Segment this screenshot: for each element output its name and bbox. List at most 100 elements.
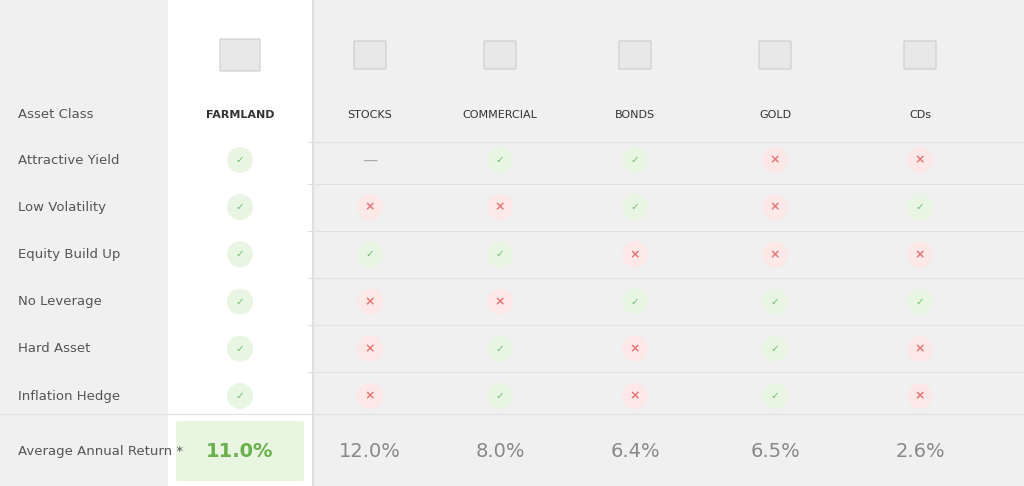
Text: ✓: ✓ [496, 391, 505, 401]
Text: 12.0%: 12.0% [339, 441, 401, 461]
Text: ✓: ✓ [236, 155, 245, 165]
Ellipse shape [357, 194, 383, 220]
Text: CDs: CDs [909, 110, 931, 120]
Ellipse shape [622, 147, 648, 173]
Ellipse shape [907, 194, 933, 220]
FancyBboxPatch shape [759, 41, 791, 69]
Ellipse shape [762, 194, 788, 220]
Text: ✓: ✓ [496, 249, 505, 260]
Ellipse shape [227, 336, 253, 362]
Ellipse shape [227, 147, 253, 173]
FancyBboxPatch shape [168, 0, 312, 486]
Ellipse shape [907, 289, 933, 314]
Text: 8.0%: 8.0% [475, 441, 524, 461]
Text: ✓: ✓ [631, 155, 639, 165]
FancyBboxPatch shape [354, 41, 386, 69]
Ellipse shape [762, 242, 788, 267]
Text: ×: × [365, 201, 375, 214]
Text: ✓: ✓ [631, 296, 639, 307]
Text: Average Annual Return *: Average Annual Return * [18, 445, 183, 457]
Ellipse shape [487, 194, 513, 220]
Ellipse shape [487, 242, 513, 267]
Ellipse shape [907, 336, 933, 362]
Text: ✓: ✓ [496, 344, 505, 354]
Text: 6.5%: 6.5% [751, 441, 800, 461]
Text: ×: × [914, 389, 926, 402]
Text: 2.6%: 2.6% [895, 441, 945, 461]
Ellipse shape [622, 194, 648, 220]
Text: ✓: ✓ [771, 391, 779, 401]
Text: FARMLAND: FARMLAND [206, 110, 274, 120]
Ellipse shape [487, 147, 513, 173]
Ellipse shape [227, 383, 253, 409]
Text: ✓: ✓ [236, 391, 245, 401]
FancyBboxPatch shape [220, 39, 260, 71]
Text: ×: × [770, 201, 780, 214]
Text: ✓: ✓ [771, 296, 779, 307]
Ellipse shape [622, 289, 648, 314]
Text: Hard Asset: Hard Asset [18, 342, 90, 355]
Ellipse shape [762, 147, 788, 173]
Ellipse shape [622, 383, 648, 409]
FancyBboxPatch shape [904, 41, 936, 69]
Ellipse shape [487, 383, 513, 409]
Text: ×: × [365, 295, 375, 308]
Ellipse shape [907, 147, 933, 173]
Text: STOCKS: STOCKS [347, 110, 392, 120]
Text: ✓: ✓ [236, 296, 245, 307]
Text: ✓: ✓ [915, 202, 925, 212]
Text: 11.0%: 11.0% [206, 441, 273, 461]
Ellipse shape [357, 242, 383, 267]
Text: —: — [362, 153, 378, 168]
Ellipse shape [622, 242, 648, 267]
Ellipse shape [907, 383, 933, 409]
Text: ×: × [914, 342, 926, 355]
Ellipse shape [762, 383, 788, 409]
Ellipse shape [907, 242, 933, 267]
Text: BONDS: BONDS [615, 110, 655, 120]
Text: ✓: ✓ [366, 249, 375, 260]
Text: ✓: ✓ [236, 202, 245, 212]
Text: ×: × [630, 389, 640, 402]
Text: ×: × [770, 154, 780, 167]
Ellipse shape [762, 336, 788, 362]
FancyBboxPatch shape [618, 41, 651, 69]
Ellipse shape [622, 336, 648, 362]
Text: ✓: ✓ [915, 296, 925, 307]
Text: ✓: ✓ [631, 202, 639, 212]
Text: ×: × [495, 201, 505, 214]
Text: Equity Build Up: Equity Build Up [18, 248, 121, 261]
Text: ×: × [630, 342, 640, 355]
Ellipse shape [487, 289, 513, 314]
Text: Inflation Hedge: Inflation Hedge [18, 389, 120, 402]
Text: ✓: ✓ [771, 344, 779, 354]
FancyBboxPatch shape [484, 41, 516, 69]
Ellipse shape [357, 383, 383, 409]
Ellipse shape [227, 242, 253, 267]
Ellipse shape [762, 289, 788, 314]
Text: ×: × [770, 248, 780, 261]
Text: ✓: ✓ [496, 155, 505, 165]
Text: Asset Class: Asset Class [18, 108, 93, 122]
Text: No Leverage: No Leverage [18, 295, 101, 308]
Text: ×: × [365, 389, 375, 402]
Ellipse shape [357, 336, 383, 362]
Ellipse shape [487, 336, 513, 362]
Text: ✓: ✓ [236, 344, 245, 354]
Ellipse shape [357, 289, 383, 314]
Text: Attractive Yield: Attractive Yield [18, 154, 120, 167]
Text: ×: × [630, 248, 640, 261]
Text: ×: × [495, 295, 505, 308]
Text: 6.4%: 6.4% [610, 441, 659, 461]
Text: ×: × [914, 154, 926, 167]
Text: ✓: ✓ [236, 249, 245, 260]
Text: Low Volatility: Low Volatility [18, 201, 106, 214]
Ellipse shape [227, 194, 253, 220]
Ellipse shape [227, 289, 253, 314]
Text: GOLD: GOLD [759, 110, 792, 120]
Text: COMMERCIAL: COMMERCIAL [463, 110, 538, 120]
FancyBboxPatch shape [170, 0, 314, 486]
Text: ×: × [365, 342, 375, 355]
FancyBboxPatch shape [176, 421, 304, 481]
Text: ×: × [914, 248, 926, 261]
